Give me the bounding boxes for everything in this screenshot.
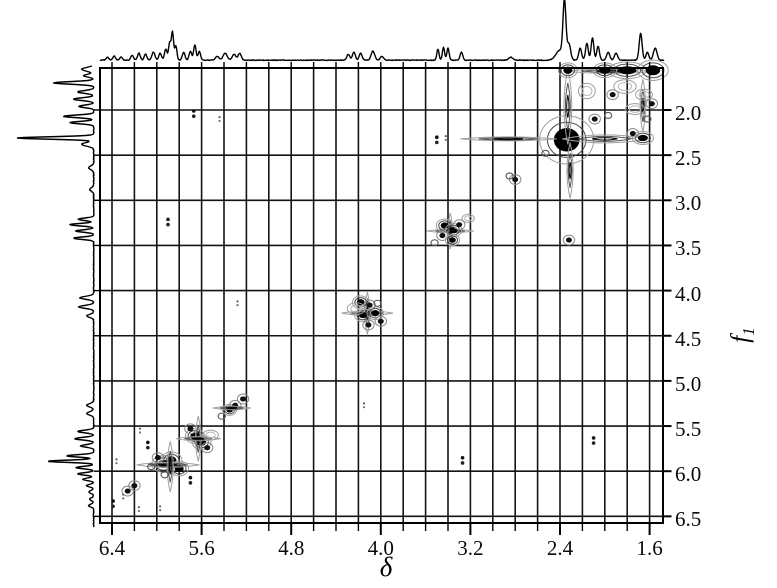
y-tick-label: 6.5	[675, 507, 702, 532]
f1-symbol: f	[727, 335, 754, 343]
y-tick-label: 6.0	[675, 462, 702, 487]
x-axis-label: δ	[368, 552, 404, 583]
f1-subscript: 1	[739, 327, 758, 336]
y-tick-label: 3.5	[675, 236, 702, 261]
x-tick-label: 5.6	[188, 536, 215, 560]
y-tick-label: 3.0	[675, 191, 702, 216]
axis-frame	[94, 62, 672, 535]
x-tick-label: 6.4	[98, 536, 126, 560]
y-tick-label: 4.5	[675, 326, 702, 351]
x-tick-label: 4.8	[278, 536, 305, 560]
y-tick-label: 4.0	[675, 281, 702, 306]
contour-peaks	[111, 59, 669, 513]
x-tick-label: 4.0	[367, 536, 394, 560]
top-projection-trace	[99, 0, 665, 62]
x-tick-label: 2.4	[546, 536, 574, 560]
x-tick-label: 3.2	[457, 536, 484, 560]
y-tick-label: 5.0	[675, 371, 702, 396]
y-tick-label: 2.0	[675, 101, 702, 125]
delta-symbol: δ	[379, 552, 393, 582]
x-tick-label: 1.6	[636, 536, 663, 560]
y-tick-label: 2.5	[675, 146, 702, 171]
y-axis-label: f1	[727, 315, 761, 355]
y-tick-label: 5.5	[675, 417, 702, 442]
projection-traces	[16, 0, 665, 528]
left-projection-trace	[16, 65, 95, 528]
